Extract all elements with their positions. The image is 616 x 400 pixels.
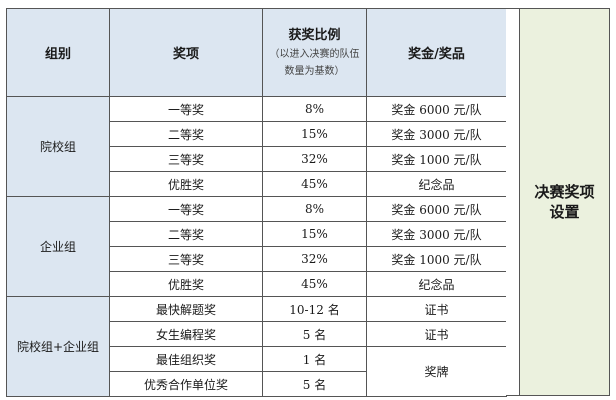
ratio-cell: 5 名 <box>262 321 367 347</box>
table-row: 院校组 一等奖 8% 奖金 6000 元/队 <box>6 96 507 197</box>
header-ratio: 获奖比例 （以进入决赛的队伍数量为基数） <box>262 8 367 97</box>
award-cell: 女生编程奖 <box>109 321 263 347</box>
prize-cell: 证书 <box>366 296 507 322</box>
table-row: 三等奖 32% 奖金 1000 元/队 <box>7 146 507 172</box>
ratio-cell: 45% <box>262 271 367 297</box>
header-row: 组别 奖项 获奖比例 （以进入决赛的队伍数量为基数） 奖金/奖品 <box>6 8 507 97</box>
prize-cell: 奖金 1000 元/队 <box>366 146 507 172</box>
prize-cell: 奖金 6000 元/队 <box>366 96 507 122</box>
ratio-cell: 15% <box>262 221 367 247</box>
award-cell: 一等奖 <box>109 196 263 222</box>
group-cell-college: 院校组 <box>6 96 110 197</box>
award-cell: 三等奖 <box>109 146 263 172</box>
table-row: 优胜奖 45% 纪念品 <box>7 271 507 297</box>
award-cell: 最快解题奖 <box>109 296 263 322</box>
table-row: 优秀合作单位奖 5 名 <box>7 371 507 397</box>
award-table: 组别 奖项 获奖比例 （以进入决赛的队伍数量为基数） 奖金/奖品 院校组 一等奖… <box>6 8 507 397</box>
prize-cell: 奖金 3000 元/队 <box>366 121 507 147</box>
header-ratio-title: 获奖比例 <box>288 27 341 43</box>
award-cell: 二等奖 <box>109 121 263 147</box>
header-award: 奖项 <box>109 8 263 97</box>
ratio-cell: 8% <box>262 96 367 122</box>
prize-cell: 奖金 6000 元/队 <box>366 196 507 222</box>
group-cell-combined: 院校组+企业组 <box>6 296 110 397</box>
prize-cell: 奖金 1000 元/队 <box>366 246 507 272</box>
group-cell-enterprise: 企业组 <box>6 196 110 297</box>
award-cell: 优胜奖 <box>109 271 263 297</box>
ratio-cell: 10-12 名 <box>262 296 367 322</box>
prize-cell: 奖金 3000 元/队 <box>366 221 507 247</box>
ratio-cell: 32% <box>262 246 367 272</box>
side-label-panel: 决赛奖项设置 <box>520 8 610 396</box>
header-ratio-note: （以进入决赛的队伍数量为基数） <box>269 48 360 77</box>
ratio-cell: 32% <box>262 146 367 172</box>
table-row: 院校组+企业组 最快解题奖 10-12 名 证书 <box>6 296 507 397</box>
prize-cell: 纪念品 <box>366 271 507 297</box>
prize-cell: 纪念品 <box>366 171 507 197</box>
award-cell: 一等奖 <box>109 96 263 122</box>
header-prize: 奖金/奖品 <box>366 8 507 97</box>
table-row: 三等奖 32% 奖金 1000 元/队 <box>7 246 507 272</box>
ratio-cell: 15% <box>262 121 367 147</box>
award-table-wrapper: 组别 奖项 获奖比例 （以进入决赛的队伍数量为基数） 奖金/奖品 院校组 一等奖… <box>6 8 610 397</box>
spacer-column <box>506 8 520 396</box>
ratio-cell: 5 名 <box>262 371 367 397</box>
table-row: 优胜奖 45% 纪念品 <box>7 171 507 197</box>
prize-cell: 证书 <box>366 321 507 347</box>
award-cell: 优秀合作单位奖 <box>109 371 263 397</box>
table-row: 女生编程奖 5 名 证书 <box>7 321 507 347</box>
award-cell: 最佳组织奖 <box>109 346 263 372</box>
prize-cell-medal: 奖牌 <box>366 346 507 397</box>
ratio-cell: 1 名 <box>262 346 367 372</box>
table-row: 最佳组织奖 1 名 奖牌 <box>7 346 507 397</box>
ratio-cell: 8% <box>262 196 367 222</box>
award-cell: 优胜奖 <box>109 171 263 197</box>
side-label: 决赛奖项设置 <box>534 183 595 221</box>
ratio-cell: 45% <box>262 171 367 197</box>
award-cell: 二等奖 <box>109 221 263 247</box>
header-group: 组别 <box>6 8 110 97</box>
table-row: 二等奖 15% 奖金 3000 元/队 <box>7 221 507 247</box>
table-row: 企业组 一等奖 8% 奖金 6000 元/队 <box>6 196 507 297</box>
award-cell: 三等奖 <box>109 246 263 272</box>
